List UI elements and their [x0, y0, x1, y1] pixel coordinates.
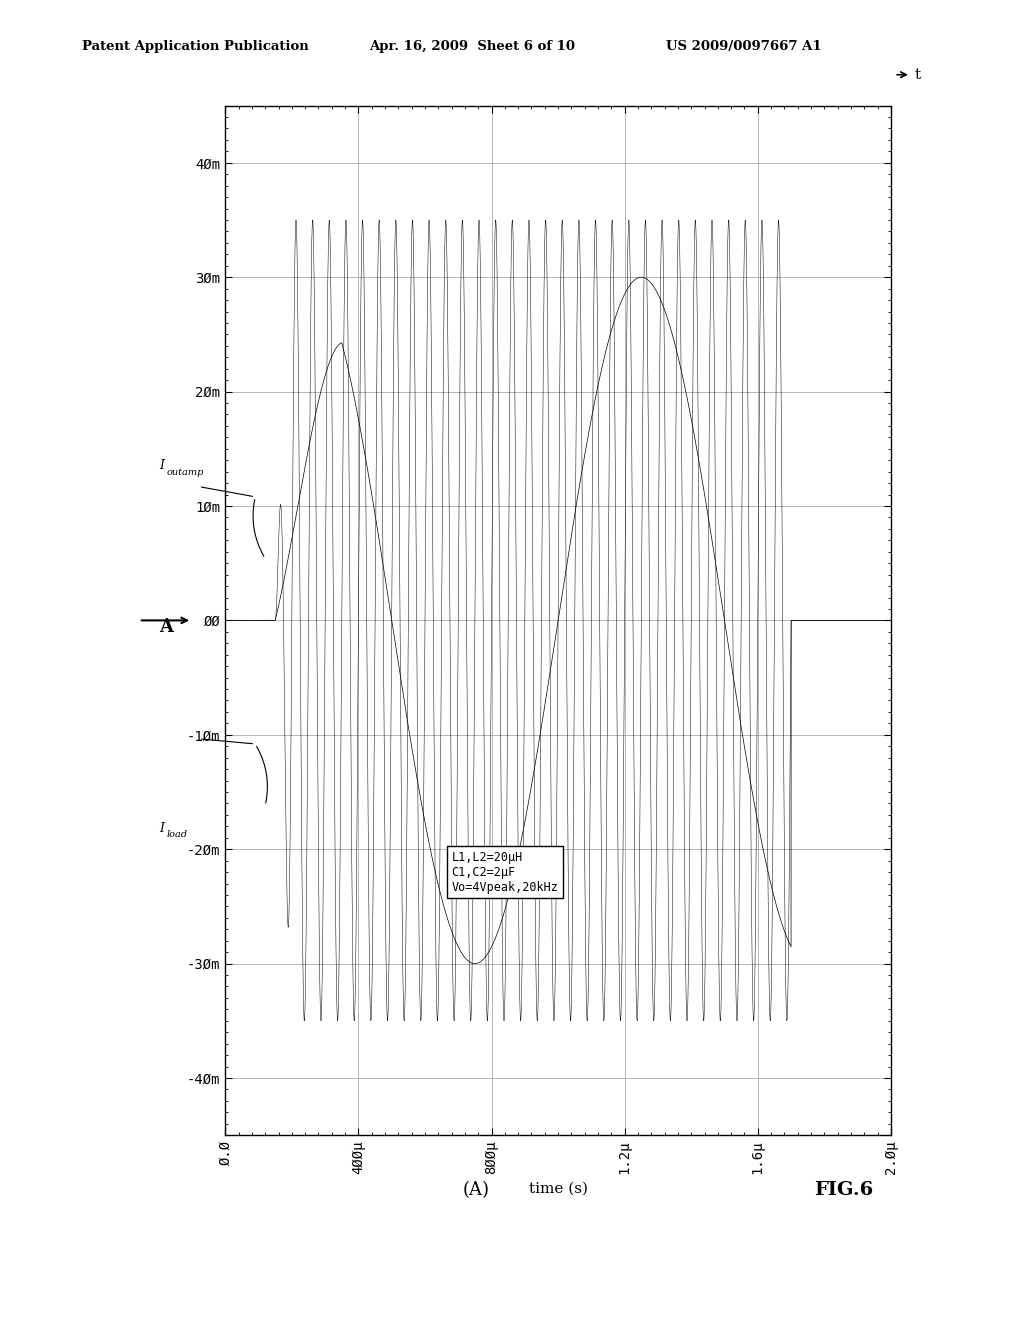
Text: US 2009/0097667 A1: US 2009/0097667 A1 [666, 40, 821, 53]
Text: L1,L2=20μH
C1,C2=2μF
Vo=4Vpeak,20kHz: L1,L2=20μH C1,C2=2μF Vo=4Vpeak,20kHz [452, 850, 558, 894]
X-axis label: time (s): time (s) [528, 1181, 588, 1196]
Text: Patent Application Publication: Patent Application Publication [82, 40, 308, 53]
Text: I: I [159, 458, 164, 471]
Text: (A): (A) [463, 1180, 489, 1199]
Text: load: load [167, 830, 188, 840]
Text: Apr. 16, 2009  Sheet 6 of 10: Apr. 16, 2009 Sheet 6 of 10 [369, 40, 574, 53]
Text: outamp: outamp [167, 469, 204, 478]
Text: A: A [159, 618, 173, 636]
Text: I: I [159, 821, 164, 834]
Text: FIG.6: FIG.6 [814, 1180, 873, 1199]
Text: t: t [914, 67, 921, 82]
